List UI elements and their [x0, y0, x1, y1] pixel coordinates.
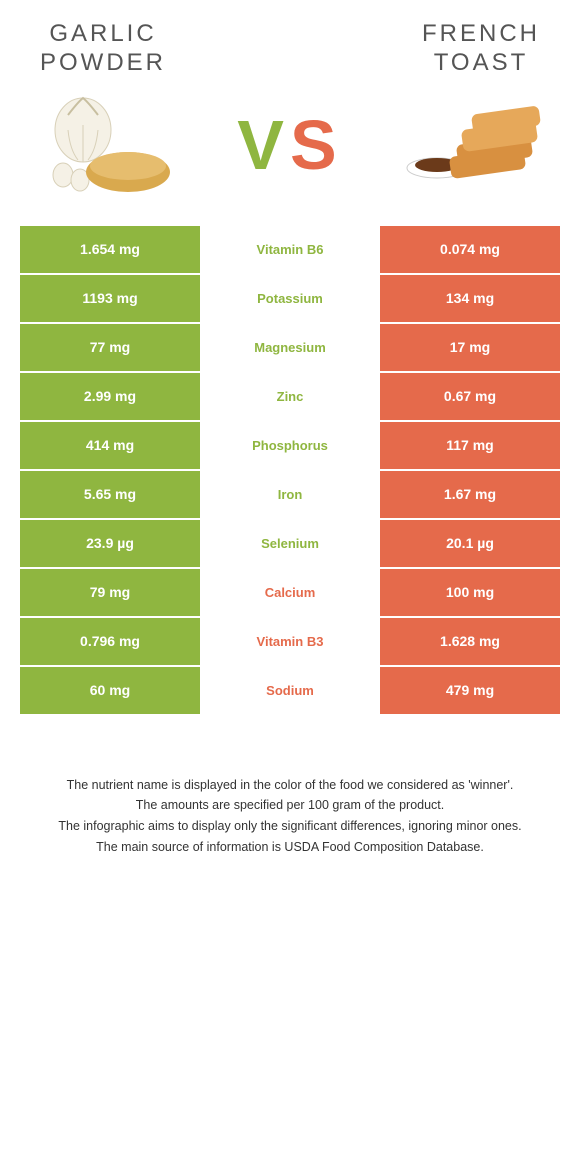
nutrient-name: Sodium: [200, 667, 380, 714]
nutrient-name: Potassium: [200, 275, 380, 322]
value-right: 1.628 mg: [380, 618, 560, 665]
table-row: 79 mgCalcium100 mg: [20, 569, 560, 616]
value-left: 60 mg: [20, 667, 200, 714]
nutrient-name: Phosphorus: [200, 422, 380, 469]
garlic-powder-image: [28, 90, 178, 200]
value-right: 20.1 µg: [380, 520, 560, 567]
value-right: 17 mg: [380, 324, 560, 371]
value-left: 79 mg: [20, 569, 200, 616]
header: GARLIC POWDER FRENCH TOAST: [0, 0, 580, 90]
food-title-right: FRENCH TOAST: [422, 20, 540, 78]
table-row: 5.65 mgIron1.67 mg: [20, 471, 560, 518]
value-left: 1193 mg: [20, 275, 200, 322]
table-row: 1193 mgPotassium134 mg: [20, 275, 560, 322]
value-left: 2.99 mg: [20, 373, 200, 420]
value-right: 0.67 mg: [380, 373, 560, 420]
table-row: 414 mgPhosphorus117 mg: [20, 422, 560, 469]
value-right: 117 mg: [380, 422, 560, 469]
footnote-line: The infographic aims to display only the…: [30, 817, 550, 836]
table-row: 0.796 mgVitamin B31.628 mg: [20, 618, 560, 665]
footnote: The nutrient name is displayed in the co…: [0, 716, 580, 889]
vs-v: V: [237, 105, 290, 185]
table-row: 60 mgSodium479 mg: [20, 667, 560, 714]
nutrient-name: Iron: [200, 471, 380, 518]
vs-s: S: [290, 105, 343, 185]
value-right: 134 mg: [380, 275, 560, 322]
footnote-line: The main source of information is USDA F…: [30, 838, 550, 857]
food-title-left: GARLIC POWDER: [40, 20, 166, 78]
table-row: 2.99 mgZinc0.67 mg: [20, 373, 560, 420]
value-right: 1.67 mg: [380, 471, 560, 518]
value-right: 479 mg: [380, 667, 560, 714]
nutrient-name: Calcium: [200, 569, 380, 616]
comparison-table: 1.654 mgVitamin B60.074 mg1193 mgPotassi…: [0, 226, 580, 714]
nutrient-name: Selenium: [200, 520, 380, 567]
value-left: 0.796 mg: [20, 618, 200, 665]
value-right: 100 mg: [380, 569, 560, 616]
nutrient-name: Magnesium: [200, 324, 380, 371]
hero-row: VS: [0, 90, 580, 226]
nutrient-name: Vitamin B6: [200, 226, 380, 273]
value-left: 23.9 µg: [20, 520, 200, 567]
table-row: 77 mgMagnesium17 mg: [20, 324, 560, 371]
french-toast-image: [402, 90, 552, 200]
footnote-line: The amounts are specified per 100 gram o…: [30, 796, 550, 815]
vs-label: VS: [237, 105, 342, 185]
value-left: 5.65 mg: [20, 471, 200, 518]
nutrient-name: Zinc: [200, 373, 380, 420]
value-left: 77 mg: [20, 324, 200, 371]
value-right: 0.074 mg: [380, 226, 560, 273]
footnote-line: The nutrient name is displayed in the co…: [30, 776, 550, 795]
value-left: 1.654 mg: [20, 226, 200, 273]
nutrient-name: Vitamin B3: [200, 618, 380, 665]
table-row: 1.654 mgVitamin B60.074 mg: [20, 226, 560, 273]
table-row: 23.9 µgSelenium20.1 µg: [20, 520, 560, 567]
value-left: 414 mg: [20, 422, 200, 469]
